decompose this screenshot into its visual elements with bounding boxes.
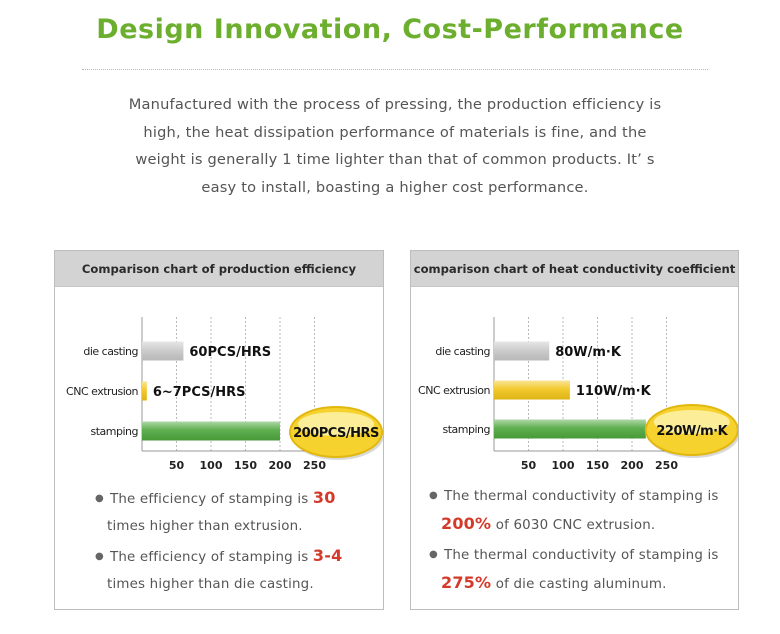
- x-tick-label: 50: [521, 459, 537, 472]
- note-item: ● The efficiency of stamping is 30 times …: [95, 485, 375, 540]
- note-highlight: 275%: [441, 572, 492, 592]
- conductivity-chart: 50 100 150 200 250 die casting 80W/m·K CNC extr…: [418, 317, 738, 472]
- page-title: Design Innovation, Cost-Performance: [96, 14, 684, 45]
- note-item: ● The thermal conductivity of stamping is…: [429, 483, 734, 539]
- efficiency-chart: 50 100 150 200 250 die casting 60PCS/HRS CNC ex…: [66, 317, 383, 472]
- note-text: times higher than extrusion.: [107, 518, 303, 534]
- category-label: stamping: [443, 423, 491, 436]
- intro-paragraph: Manufactured with the process of pressin…: [90, 91, 700, 201]
- value-label: 6~7PCS/HRS: [153, 385, 246, 400]
- x-tick-label: 150: [586, 459, 609, 472]
- category-label: die casting: [83, 345, 138, 358]
- efficiency-notes: ● The efficiency of stamping is 30 times …: [95, 485, 375, 601]
- chart-title: comparison chart of heat conductivity co…: [411, 251, 738, 287]
- x-tick-label: 150: [234, 459, 257, 472]
- badge-highlight: [298, 412, 374, 436]
- value-label: 110W/m·K: [576, 384, 652, 399]
- bullet-icon: ●: [429, 490, 438, 501]
- note-text: The efficiency of stamping is: [109, 550, 313, 565]
- x-tick-label: 250: [303, 459, 326, 472]
- note-text: of 6030 CNC extrusion.: [491, 517, 656, 533]
- note-text: The thermal conductivity of stamping is: [443, 548, 719, 563]
- note-item: ● The efficiency of stamping is 3-4 times…: [95, 543, 375, 598]
- category-label: stamping: [91, 425, 139, 438]
- x-tick-label: 50: [169, 459, 185, 472]
- intro-line: easy to install, boasting a higher cost …: [201, 178, 589, 196]
- bullet-icon: ●: [429, 549, 438, 560]
- badge-highlight: [653, 410, 730, 434]
- note-text: The efficiency of stamping is: [109, 492, 313, 507]
- note-text: The thermal conductivity of stamping is: [443, 489, 719, 504]
- category-label: CNC extrusion: [66, 385, 138, 398]
- x-tick-label: 200: [269, 459, 292, 472]
- bar-shine: [494, 341, 550, 361]
- x-tick-label: 250: [655, 459, 678, 472]
- category-label: die casting: [435, 345, 490, 358]
- intro-line: high, the heat dissipation performance o…: [143, 123, 647, 141]
- bar-shine: [142, 341, 184, 361]
- note-text: of die casting aluminum.: [491, 576, 667, 592]
- bar-shine: [142, 381, 147, 401]
- conductivity-notes: ● The thermal conductivity of stamping is…: [429, 483, 734, 601]
- note-highlight: 30: [312, 488, 336, 507]
- title-divider: [82, 69, 708, 70]
- efficiency-card: Comparison chart of production efficienc…: [54, 250, 384, 610]
- intro-line: Manufactured with the process of pressin…: [128, 96, 662, 113]
- x-tick-label: 100: [552, 459, 575, 472]
- bullet-icon: ●: [95, 551, 104, 562]
- chart-title: Comparison chart of production efficienc…: [55, 251, 383, 287]
- bar-shine: [142, 421, 280, 441]
- note-highlight: 3-4: [312, 546, 343, 565]
- x-tick-label: 100: [200, 459, 223, 472]
- value-label: 80W/m·K: [555, 345, 622, 360]
- bullet-icon: ●: [95, 493, 104, 504]
- intro-line: weight is generally 1 time lighter than …: [135, 151, 655, 168]
- note-item: ● The thermal conductivity of stamping is…: [429, 542, 734, 598]
- bar-shine: [494, 419, 646, 439]
- x-tick-label: 200: [621, 459, 644, 472]
- value-label: 200PCS/HRS: [293, 426, 379, 441]
- value-label: 220W/m·K: [656, 424, 728, 439]
- note-highlight: 200%: [441, 513, 492, 533]
- note-text: times higher than die casting.: [107, 576, 314, 592]
- bar-shine: [494, 380, 570, 400]
- value-label: 60PCS/HRS: [189, 345, 271, 360]
- category-label: CNC extrusion: [418, 384, 490, 397]
- conductivity-card: comparison chart of heat conductivity co…: [410, 250, 739, 610]
